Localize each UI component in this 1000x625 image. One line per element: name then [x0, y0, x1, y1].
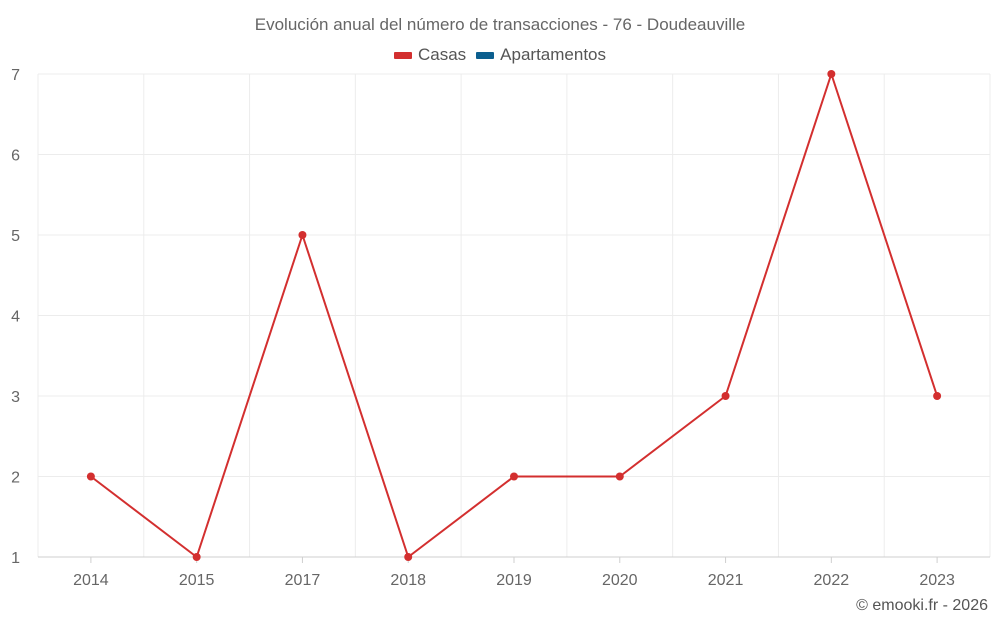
y-tick-label: 7: [11, 67, 20, 84]
x-tick-label: 2023: [919, 572, 955, 589]
data-point: [615, 472, 624, 481]
x-tick-label: 2020: [602, 572, 638, 589]
x-tick-label: 2017: [285, 572, 321, 589]
series-lines: [86, 70, 942, 561]
x-tick-label: 2018: [390, 572, 426, 589]
y-tick-label: 3: [11, 389, 20, 406]
data-point: [827, 70, 836, 78]
chart-title: Evolución anual del número de transaccio…: [254, 15, 746, 34]
data-point: [933, 392, 942, 400]
y-tick-label: 4: [11, 309, 20, 326]
y-tick-label: 5: [11, 228, 20, 245]
legend-item-casas[interactable]: Casas: [393, 45, 467, 65]
x-tick-label: 2019: [496, 572, 532, 589]
legend-label-apartamentos: Apartamentos: [500, 45, 607, 64]
x-tick-label: 2014: [73, 572, 109, 589]
data-point: [298, 231, 307, 239]
y-tick-label: 2: [11, 470, 20, 487]
data-point: [192, 553, 201, 561]
x-tick-label: 2015: [179, 572, 215, 589]
x-tick-label: 2022: [814, 572, 850, 589]
data-point: [404, 553, 413, 561]
data-point: [86, 472, 95, 481]
legend-label-casas: Casas: [417, 45, 467, 64]
legend-swatch-apartamentos: [476, 51, 495, 59]
y-tick-label: 6: [11, 148, 20, 165]
x-tick-label: 2021: [708, 572, 744, 589]
legend-swatch-casas: [393, 51, 412, 59]
legend-item-apartamentos[interactable]: Apartamentos: [476, 45, 606, 65]
data-point: [510, 472, 518, 481]
data-point: [721, 392, 730, 400]
axes: 1 2 3 4 5 6 7 2014 2015 2017 2018 2019 2020 2021 2022 2…: [11, 67, 990, 589]
grid: [37, 73, 991, 558]
credit-text: © emooki.fr - 2026: [856, 597, 988, 614]
legend: Casas Apartamentos: [0, 45, 1000, 65]
y-tick-label: 1: [11, 550, 20, 567]
